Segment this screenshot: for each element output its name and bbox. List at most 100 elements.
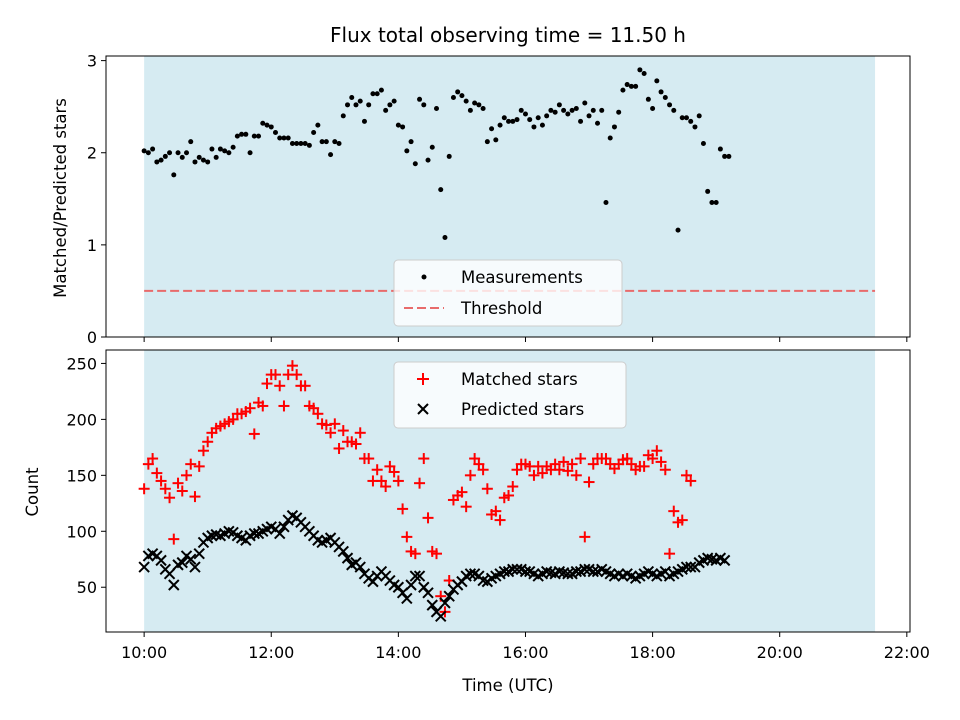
matched-star-point <box>460 501 472 513</box>
measurement-point <box>209 146 215 152</box>
measurement-point <box>671 107 677 113</box>
measurement-point <box>679 115 685 121</box>
x-tick-label: 12:00 <box>248 643 294 662</box>
predicted-star-point <box>405 579 417 591</box>
bottom-x-axis: 10:00 12:00 14:00 16:00 18:00 20:00 22:00 <box>121 632 930 662</box>
measurement-point <box>311 129 317 135</box>
measurement-point <box>417 96 423 102</box>
measurement-point <box>281 135 287 141</box>
measurement-point <box>200 157 206 163</box>
measurement-point <box>366 102 372 108</box>
measurement-point <box>522 111 528 117</box>
measurement-point <box>726 153 732 159</box>
measurement-point <box>667 102 673 108</box>
measurement-point <box>645 96 651 102</box>
matched-star-point <box>558 456 570 468</box>
measurement-point <box>650 106 656 112</box>
top-y-axis-label: Matched/Predicted stars <box>51 98 70 298</box>
x-tick-label: 16:00 <box>502 643 548 662</box>
matched-star-point <box>664 548 676 560</box>
measurement-point <box>480 106 486 112</box>
matched-star-point <box>257 400 269 412</box>
matched-star-point <box>579 531 591 543</box>
predicted-star-point <box>168 579 180 591</box>
matched-star-point <box>511 464 523 476</box>
matched-star-point <box>409 548 421 560</box>
measurement-point <box>222 148 228 154</box>
predicted-star-point <box>685 561 697 573</box>
matched-star-point <box>308 402 320 414</box>
measurement-point <box>654 78 660 84</box>
measurement-point <box>264 122 270 128</box>
matched-star-point <box>151 467 163 479</box>
x-tick-label: 14:00 <box>375 643 421 662</box>
matched-star-point <box>647 453 659 465</box>
predicted-star-point <box>579 563 591 576</box>
matched-star-point <box>185 458 197 470</box>
measurement-point <box>662 94 668 100</box>
matched-star-point <box>562 465 574 477</box>
y-tick-label: 200 <box>66 410 97 429</box>
measurements-series <box>141 67 732 240</box>
matched-star-point <box>329 418 341 430</box>
measurement-point <box>150 146 156 152</box>
legend-threshold: Threshold <box>460 299 542 318</box>
matched-star-point <box>575 453 587 465</box>
measurement-point <box>489 126 495 132</box>
measurement-point <box>539 122 545 128</box>
measurement-point <box>391 98 397 104</box>
matched-star-point <box>363 453 375 465</box>
predicted-star-point <box>562 568 574 580</box>
measurement-point <box>205 159 211 165</box>
predicted-star-point <box>163 568 176 580</box>
matched-star-point <box>168 533 180 545</box>
measurement-point <box>408 139 414 145</box>
measurement-point <box>425 157 431 163</box>
matched-star-point <box>528 469 540 481</box>
legend-x-icon <box>417 403 429 415</box>
bottom-y-axis: 50 100 150 200 250 <box>66 354 106 597</box>
bottom-panel: 50 100 150 200 250 10:00 12:00 14:00 16:00 18:00… <box>23 349 930 695</box>
matched-star-point <box>680 469 692 481</box>
matched-star-point <box>587 458 599 470</box>
x-axis-label: Time (UTC) <box>461 676 553 695</box>
matched-stars-series <box>138 360 697 618</box>
predicted-star-point <box>439 597 451 609</box>
matched-star-point <box>380 481 392 493</box>
measurement-point <box>709 199 715 205</box>
matched-star-point <box>286 360 298 372</box>
y-tick-label: 3 <box>87 52 97 71</box>
measurement-point <box>484 139 490 145</box>
matched-star-point <box>388 466 400 478</box>
measurement-point <box>353 102 359 108</box>
measurement-point <box>184 150 190 156</box>
matched-star-point <box>274 380 286 392</box>
measurement-point <box>387 102 393 108</box>
measurement-point <box>234 133 240 139</box>
measurement-point <box>705 188 711 194</box>
predicted-star-point <box>511 563 523 576</box>
measurement-point <box>268 124 274 130</box>
matched-star-point <box>536 467 548 479</box>
top-panel: 0 1 2 3 Matched/Predicted stars Measurement… <box>51 52 911 347</box>
measurement-point <box>658 89 664 95</box>
x-tick-label: 20:00 <box>757 643 803 662</box>
matched-star-point <box>155 475 167 487</box>
matched-star-point <box>507 481 519 493</box>
matched-star-point <box>261 378 273 390</box>
measurement-point <box>145 150 151 156</box>
matched-star-point <box>202 436 214 448</box>
legend-predicted-stars: Predicted stars <box>461 400 584 419</box>
y-tick-label: 250 <box>66 354 97 373</box>
measurement-point <box>692 124 698 130</box>
matched-star-point <box>181 469 193 481</box>
measurement-point <box>722 153 728 159</box>
matched-star-point <box>371 464 383 476</box>
measurement-point <box>514 117 520 123</box>
matched-star-point <box>354 427 366 439</box>
legend-dot-icon <box>421 274 427 280</box>
measurement-point <box>421 102 427 108</box>
matched-star-point <box>625 458 637 470</box>
measurement-point <box>590 107 596 113</box>
measurement-point <box>213 154 219 160</box>
